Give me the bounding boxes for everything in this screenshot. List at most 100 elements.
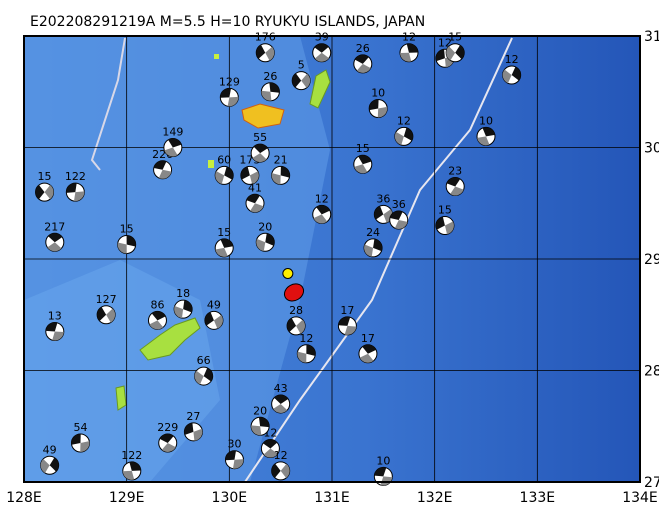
beachball <box>40 455 60 475</box>
depth-label: 15 <box>438 204 452 217</box>
depth-label: 43 <box>274 382 288 395</box>
beachball <box>153 160 173 180</box>
lon-label: 130E <box>212 490 248 506</box>
depth-label: 30 <box>227 438 241 451</box>
depth-label: 28 <box>289 304 303 317</box>
mainshock-ball <box>283 283 305 302</box>
compression <box>394 131 404 145</box>
beachball <box>271 165 291 185</box>
depth-label: 15 <box>356 142 370 155</box>
depth-label: 12 <box>397 114 411 127</box>
compression <box>380 476 393 486</box>
depth-label: 122 <box>65 170 86 183</box>
compression <box>265 233 275 246</box>
compression <box>117 242 127 254</box>
compression <box>48 233 63 243</box>
compression <box>253 144 268 154</box>
beachball <box>255 43 275 63</box>
beachball <box>240 165 260 185</box>
beachball <box>245 193 265 213</box>
island <box>309 69 331 109</box>
compression <box>450 186 464 196</box>
compression <box>297 351 307 363</box>
island <box>115 385 127 411</box>
compression <box>280 463 290 478</box>
beachball <box>250 416 270 436</box>
compression <box>66 183 77 193</box>
compression <box>377 106 388 118</box>
lon-label: 129E <box>109 490 145 506</box>
compression <box>314 52 329 62</box>
compression <box>232 459 244 469</box>
depth-label: 12 <box>505 53 519 66</box>
compression <box>164 147 178 157</box>
island <box>139 317 201 361</box>
compression <box>389 210 403 220</box>
compression <box>44 185 54 200</box>
compression <box>80 441 90 452</box>
beachball <box>122 461 142 481</box>
compression <box>251 425 262 436</box>
depth-label: 23 <box>448 165 462 178</box>
depth-label: 15 <box>217 226 231 239</box>
depth-label: 13 <box>48 309 62 322</box>
compression <box>256 238 266 252</box>
depth-label: 66 <box>197 354 211 367</box>
compression <box>71 433 81 445</box>
beachball <box>70 433 90 453</box>
compression <box>502 69 512 84</box>
compression <box>435 49 445 62</box>
compression <box>314 43 329 53</box>
trench <box>244 37 513 483</box>
compression <box>338 316 351 326</box>
compression <box>400 52 412 62</box>
lat-label: 29N <box>644 252 659 268</box>
compression <box>126 235 136 247</box>
compression <box>356 63 371 73</box>
beachball <box>291 71 311 91</box>
depth-label: 20 <box>258 220 272 233</box>
compression <box>215 171 225 185</box>
compression <box>227 96 239 107</box>
lat-label: 31N <box>644 29 659 45</box>
compression <box>97 306 107 321</box>
compression <box>265 46 275 61</box>
compression <box>47 242 62 252</box>
compression <box>271 173 281 185</box>
lon-label: 128E <box>6 490 42 506</box>
lat-label: 30N <box>644 141 659 157</box>
depth-label: 49 <box>43 443 57 456</box>
compression <box>122 470 135 480</box>
beachball <box>394 126 414 146</box>
compression <box>271 463 281 478</box>
plate-boundary <box>90 37 126 171</box>
depth-label: 12 <box>299 332 313 345</box>
compression <box>274 394 289 404</box>
beachball <box>399 43 419 63</box>
depth-label: 12 <box>315 192 329 205</box>
compression <box>369 99 379 111</box>
compression <box>394 219 408 229</box>
depth-label: 12 <box>402 31 416 44</box>
depth-label: 27 <box>186 410 200 423</box>
shelf <box>24 260 220 482</box>
compression <box>194 370 204 385</box>
depth-label: 20 <box>253 404 267 417</box>
compression <box>174 306 184 319</box>
depth-label: 10 <box>371 86 385 99</box>
compression <box>435 216 445 230</box>
depth-label: 54 <box>73 421 87 434</box>
compression <box>406 43 418 53</box>
compression <box>129 461 141 471</box>
depth-label: 49 <box>207 298 221 311</box>
beachball <box>312 43 332 63</box>
beachball <box>363 238 383 258</box>
beachball <box>271 394 291 414</box>
beachball <box>312 204 332 224</box>
lon-label: 131E <box>314 490 350 506</box>
compression <box>358 155 372 165</box>
compression <box>240 166 250 180</box>
beachball <box>476 126 496 146</box>
compression <box>273 403 288 413</box>
compression <box>482 127 495 137</box>
